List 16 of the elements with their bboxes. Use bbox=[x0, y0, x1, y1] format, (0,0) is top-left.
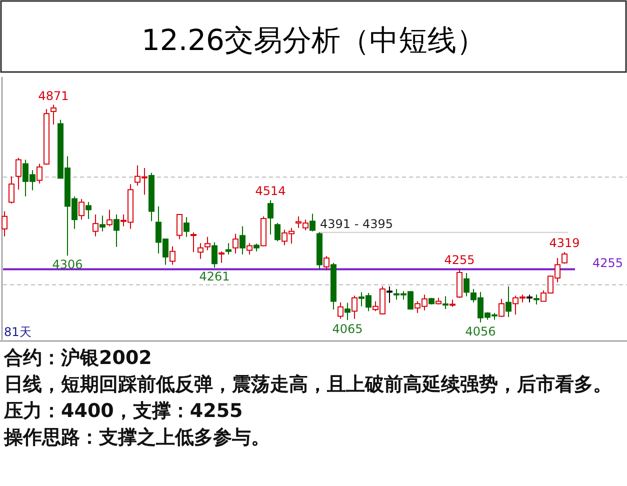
text: 操作思路：支撑之上低多参与。 bbox=[3, 426, 270, 448]
annotation: 4319 bbox=[549, 236, 580, 250]
annotation: 4306 bbox=[52, 258, 83, 272]
annotation: 4514 bbox=[255, 184, 286, 198]
band-label: 4391 - 4395 bbox=[320, 216, 394, 231]
text: 合约：沪银2002 bbox=[3, 347, 152, 369]
annotation: 4056 bbox=[465, 324, 496, 338]
annotation: 4871 bbox=[38, 88, 69, 103]
annotation: 81天 bbox=[4, 325, 32, 339]
chart-title: 12.26交易分析（中短线） bbox=[141, 23, 486, 57]
ref-line-label: 4255 bbox=[592, 256, 623, 270]
annotation: 4255 bbox=[444, 253, 475, 268]
annotation: 4261 bbox=[199, 270, 230, 284]
text: 日线，短期回踩前低反弹，震荡走高，且上破前高延续强势，后市看多。 bbox=[4, 374, 612, 396]
annotation: 4065 bbox=[332, 322, 363, 336]
text: 压力：4400，支撑：4255 bbox=[3, 400, 243, 422]
